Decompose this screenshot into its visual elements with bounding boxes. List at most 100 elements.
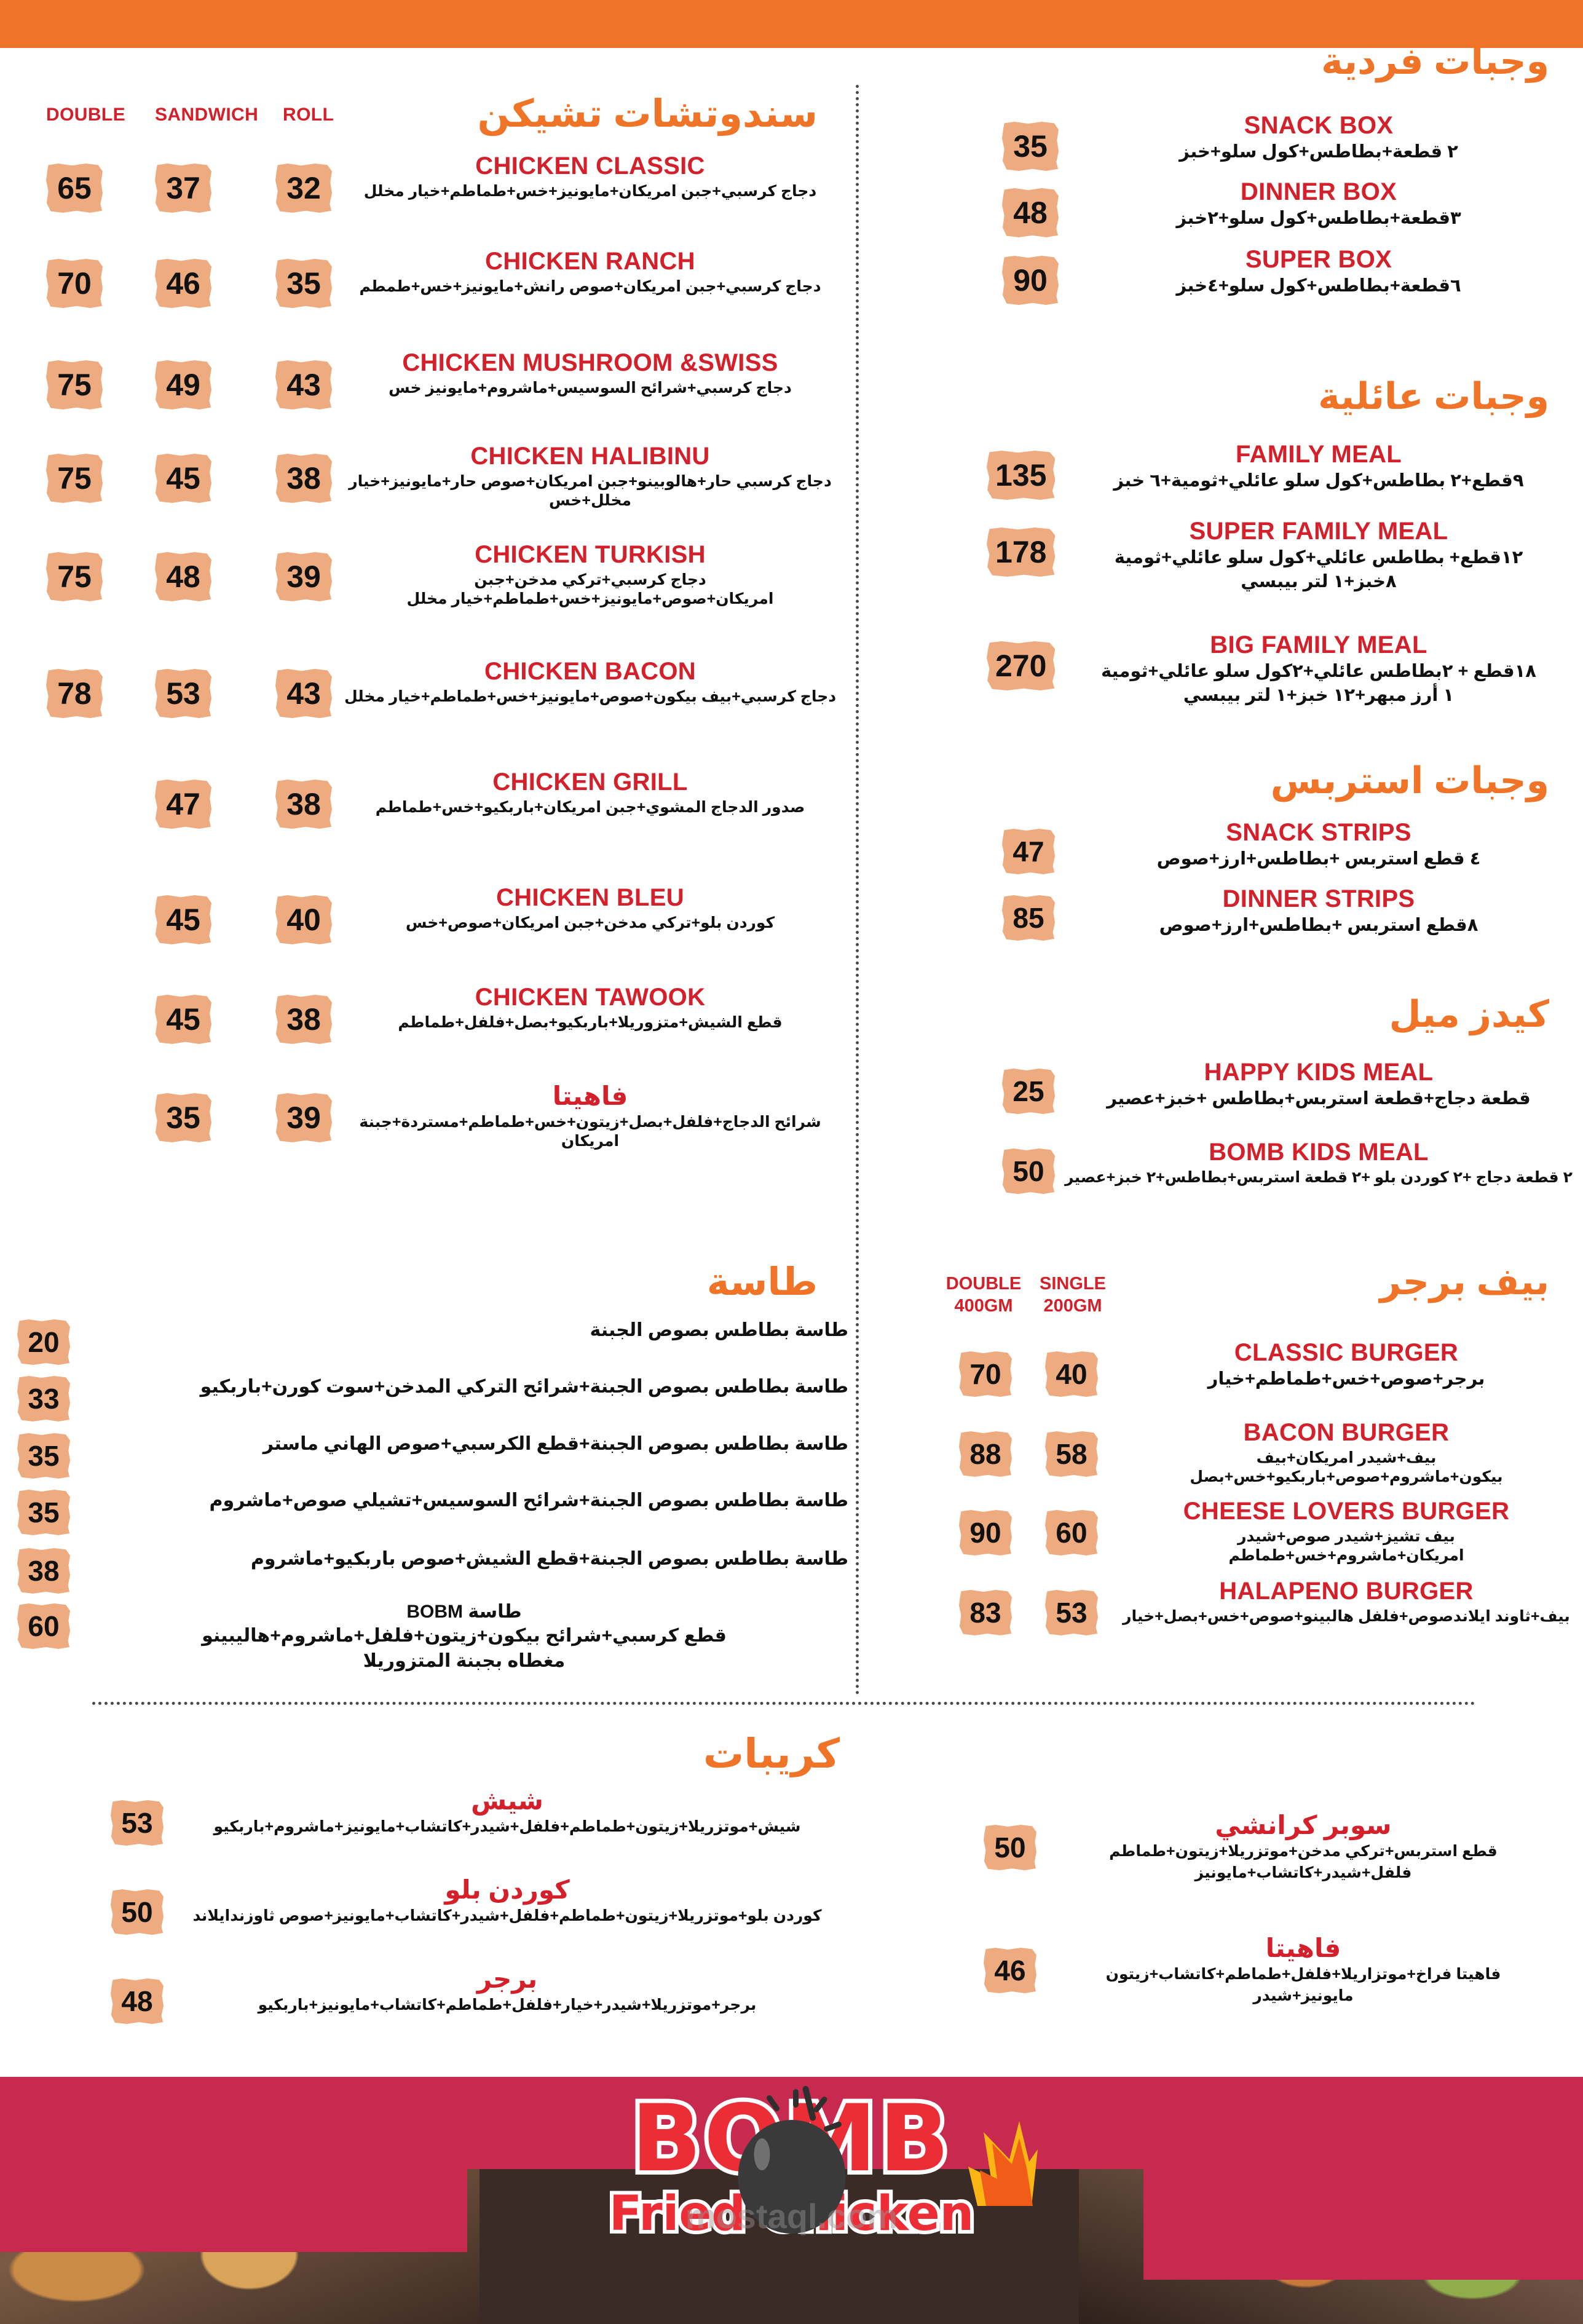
price-sandwich: 45 bbox=[155, 895, 211, 944]
item-name: فاهيتا bbox=[552, 1081, 628, 1110]
price: 20 bbox=[17, 1319, 70, 1365]
item-description: برجر+موتزريلا+شيدر+خيار+فلفل+طماطم+كاتشا… bbox=[258, 1996, 757, 2014]
item-name: CHICKEN HALIBINU bbox=[470, 443, 710, 470]
item-description-2: مايونيز+شيدر bbox=[1253, 1986, 1354, 2004]
item-description: طاسة بطاطس بصوص الجبنة+قطع الشيش+صوص بار… bbox=[250, 1549, 848, 1569]
price-chip-wrap: 50 bbox=[984, 1825, 1036, 1870]
price: 35 bbox=[1002, 122, 1059, 171]
sandwich-text: CHICKEN MUSHROOM &SWISS دجاج كرسبي+شرائح… bbox=[335, 349, 845, 398]
price-roll: 39 bbox=[275, 1093, 332, 1142]
meal-text: DINNER STRIPS ٨قطع استربس +بطاطس+ارز+صوص bbox=[1064, 885, 1574, 936]
kids-meals-title: كيدز ميل bbox=[904, 995, 1549, 1034]
tassa-text: طاسة بطاطس بصوص الجبنة+شرائح السوسيس+تشي… bbox=[80, 1487, 848, 1512]
price-double: 70 bbox=[46, 259, 103, 308]
burger-text: CHEESE LOVERS BURGER بيف تشيز+شيدر صوص+ش… bbox=[1119, 1498, 1574, 1565]
price-double: 70 bbox=[959, 1351, 1012, 1397]
price-chip-wrap: 135 bbox=[987, 451, 1056, 500]
sandwiches-title-text: سندوتشات تشيكن bbox=[477, 93, 818, 135]
price: 47 bbox=[1002, 829, 1055, 874]
beef-burger-title-text: بيف برجر bbox=[1380, 1261, 1549, 1302]
item-description: صدور الدجاج المشوي+جبن امريكان+باربكيو+خ… bbox=[375, 799, 805, 816]
tassa-text: طاسة بطاطس بصوص الجبنة bbox=[80, 1317, 848, 1342]
item-description: ٤ قطع استربس +بطاطس+ارز+صوص bbox=[1156, 849, 1481, 869]
strips-meals-title-text: وجبات استربس bbox=[1270, 760, 1549, 801]
item-description-2: ١ أرز مبهر+١٢ خبز+١ لتر بيبسي bbox=[1183, 686, 1455, 706]
right-column: وجبات فردية 35 SNACK BOX ٢ قطعة+بطاطس+كو… bbox=[861, 42, 1583, 2077]
individual-meals-title-text: وجبات فردية bbox=[1321, 41, 1549, 82]
price-chip-wrap: 35 bbox=[17, 1490, 70, 1535]
top-orange-bar bbox=[0, 0, 1583, 48]
item-description: ١٢قطع+ بطاطس عائلي+كول سلو عائلي+ثومية bbox=[1114, 548, 1523, 567]
price: 35 bbox=[17, 1490, 70, 1535]
price-sandwich: 35 bbox=[155, 1093, 211, 1142]
item-description: طاسة بطاطس بصوص الجبنة+قطع الكرسبي+صوص ا… bbox=[263, 1434, 848, 1454]
item-description: شيش+موتزريلا+زيتون+طماطم+فلفل+شيدر+كاتشا… bbox=[213, 1818, 801, 1836]
price: 33 bbox=[17, 1376, 70, 1421]
item-name: SNACK BOX bbox=[1244, 112, 1394, 139]
price-sandwich: 45 bbox=[155, 995, 211, 1044]
item-description: دجاج كرسبي+شرائح السوسيس+ماشروم+مايونيز … bbox=[389, 379, 792, 397]
price-sandwich: 46 bbox=[155, 259, 211, 308]
price-chip-wrap: 48 bbox=[1002, 188, 1059, 237]
meal-text: SNACK STRIPS ٤ قطع استربس +بطاطس+ارز+صوص bbox=[1064, 819, 1574, 870]
price-chip-wrap: 178 bbox=[987, 528, 1056, 577]
beef-burger-title: بيف برجر bbox=[904, 1262, 1549, 1301]
price-roll: 38 bbox=[275, 454, 332, 503]
tassa-text: طاسة BOBM قطع كرسبي+شرائح بيكون+زيتون+فل… bbox=[80, 1601, 848, 1672]
item-name: CHICKEN BACON bbox=[484, 658, 696, 685]
item-name: BIG FAMILY MEAL bbox=[1210, 631, 1427, 658]
item-name: HALAPENO BURGER bbox=[1219, 1578, 1474, 1605]
price-single: 60 bbox=[1045, 1510, 1098, 1555]
item-description-2: فلفل+شيدر+كاتشاب+مايونيز bbox=[1194, 1864, 1412, 1881]
price-roll: 43 bbox=[275, 669, 332, 718]
item-name: CHICKEN TURKISH bbox=[475, 541, 706, 568]
burger-col-double-label: DOUBLE bbox=[945, 1274, 1022, 1294]
meal-text: FAMILY MEAL ٩قطع+٢ بطاطس+كول سلو عائلي+ث… bbox=[1064, 441, 1574, 492]
price-single: 40 bbox=[1045, 1351, 1098, 1397]
item-description: ٨قطع استربس +بطاطس+ارز+صوص bbox=[1159, 915, 1478, 935]
strips-meals-title: وجبات استربس bbox=[904, 761, 1549, 800]
item-description: بيف+شيدر امريكان+بيف بيكون+ماشروم+صوص+با… bbox=[1190, 1449, 1503, 1485]
burger-text: HALAPENO BURGER بيف+ثاوند ايلاندصوص+فلفل… bbox=[1119, 1578, 1574, 1626]
item-description: دجاج كرسبي+جبن امريكان+صوص رانش+مايونيز+… bbox=[359, 278, 821, 295]
price-double: 78 bbox=[46, 669, 103, 718]
price-chip-wrap: 50 bbox=[1002, 1148, 1055, 1194]
price: 25 bbox=[1002, 1069, 1055, 1114]
item-description: ٩قطع+٢ بطاطس+كول سلو عائلي+ثومية+٦ خبز bbox=[1113, 471, 1524, 491]
price-double: 75 bbox=[46, 454, 103, 503]
price: 46 bbox=[984, 1948, 1036, 1993]
item-name: برجر bbox=[476, 1964, 538, 1993]
item-description: ٢ قطعة دجاج +٢ كوردن بلو +٢ قطعة استربس+… bbox=[1065, 1169, 1573, 1186]
price-single: 58 bbox=[1045, 1431, 1098, 1477]
column-header-sandwich: SANDWICH bbox=[155, 105, 259, 125]
item-name: CLASSIC BURGER bbox=[1234, 1339, 1459, 1366]
price-roll: 39 bbox=[275, 552, 332, 601]
sandwich-text: CHICKEN GRILL صدور الدجاج المشوي+جبن امر… bbox=[335, 769, 845, 817]
crepe-text: برجر برجر+موتزريلا+شيدر+خيار+فلفل+طماطم+… bbox=[172, 1964, 842, 2015]
sandwich-text: CHICKEN RANCH دجاج كرسبي+جبن امريكان+صوص… bbox=[335, 248, 845, 296]
price-chip-wrap: 48 bbox=[111, 1978, 164, 2024]
crepe-text: فاهيتا فاهيتا فراخ+موتزاريلا+فلفل+طماطم+… bbox=[1045, 1934, 1561, 2005]
item-name: BOMB KIDS MEAL bbox=[1209, 1139, 1429, 1166]
price-double: 75 bbox=[46, 360, 103, 409]
price-chip-wrap: 47 bbox=[1002, 829, 1055, 874]
item-name: CHICKEN TAWOOK bbox=[475, 984, 706, 1011]
item-name: SNACK STRIPS bbox=[1226, 819, 1411, 846]
meal-text: SUPER BOX ٦قطعة+بطاطس+كول سلو+٤خبز bbox=[1064, 246, 1574, 297]
item-description: قطع كرسبي+شرائح بيكون+زيتون+فلفل+ماشروم+… bbox=[202, 1626, 727, 1646]
sandwiches-section-title: سندوتشات تشيكن bbox=[264, 94, 818, 134]
item-name: HAPPY KIDS MEAL bbox=[1204, 1059, 1434, 1086]
item-description: فاهيتا فراخ+موتزاريلا+فلفل+طماطم+كاتشاب+… bbox=[1105, 1966, 1501, 1983]
crepe-text: سوبر كرانشي قطع استربس+تركي مدخن+موتزريل… bbox=[1045, 1811, 1561, 1882]
tassa-text: طاسة بطاطس بصوص الجبنة+قطع الشيش+صوص بار… bbox=[80, 1546, 848, 1571]
price: 48 bbox=[1002, 188, 1059, 237]
bottom-brand-banner: BOMB Fried Chicken mostaql.com bbox=[0, 2077, 1583, 2324]
price-sandwich: 49 bbox=[155, 360, 211, 409]
sandwich-text: CHICKEN BLEU كوردن بلو+تركي مدخن+جبن امر… bbox=[335, 884, 845, 933]
price: 85 bbox=[1002, 895, 1055, 941]
price-double: 75 bbox=[46, 552, 103, 601]
crepes-title-text: كريبات bbox=[703, 1731, 840, 1776]
family-meals-title: وجبات عائلية bbox=[904, 377, 1549, 416]
item-name: فاهيتا bbox=[1265, 1934, 1341, 1962]
spark-icon bbox=[792, 2089, 799, 2108]
